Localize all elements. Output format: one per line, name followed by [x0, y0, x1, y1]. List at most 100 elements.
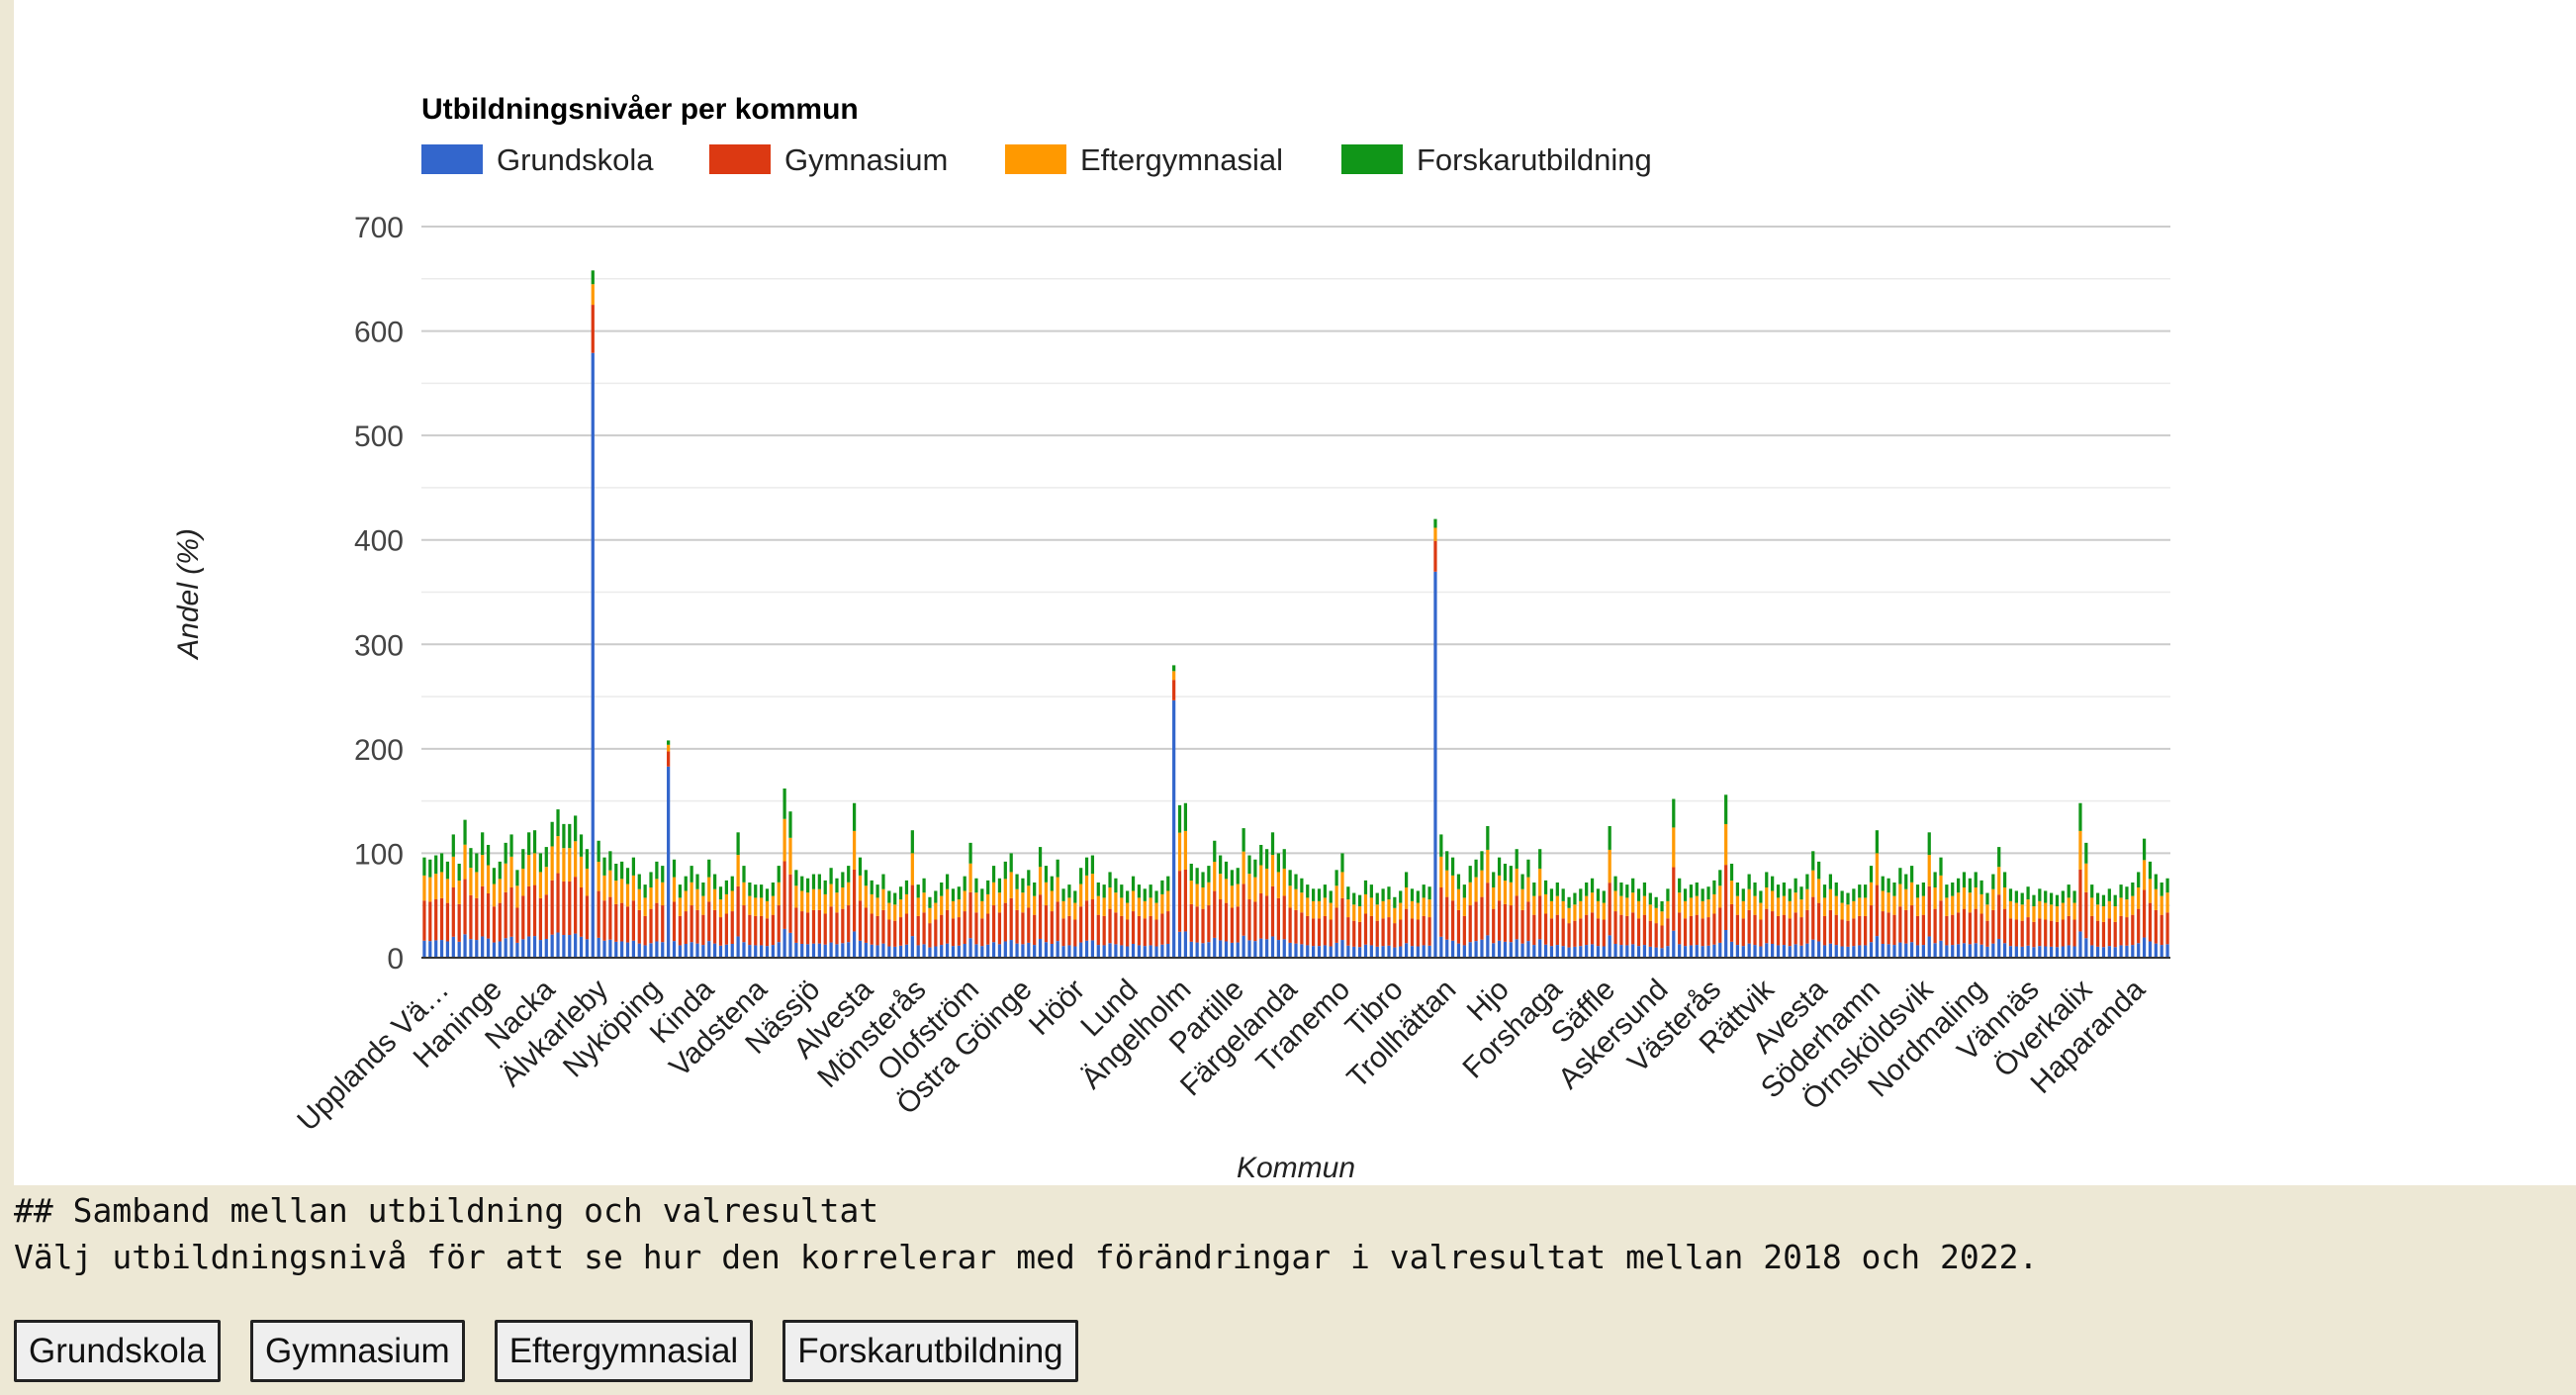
bar-229-segment-2	[1753, 895, 1757, 915]
bar-55-segment-1	[742, 905, 746, 943]
bar-39	[649, 872, 653, 958]
btn-forskarutbildning[interactable]: Forskarutbildning	[782, 1320, 1078, 1382]
bar-299-segment-2	[2160, 895, 2163, 915]
bar-154	[1317, 888, 1322, 958]
bar-80-segment-1	[887, 919, 891, 947]
bar-50-segment-2	[713, 888, 717, 910]
bar-269-segment-1	[1985, 920, 1989, 947]
bar-64-segment-0	[794, 942, 798, 958]
bar-103-segment-3	[1021, 878, 1025, 893]
bar-138-segment-2	[1224, 879, 1229, 903]
bar-28-segment-2	[585, 868, 590, 896]
bar-59-segment-3	[765, 888, 770, 901]
bar-96-segment-2	[980, 900, 984, 919]
bar-235-segment-0	[1788, 946, 1792, 958]
btn-gymnasium[interactable]: Gymnasium	[249, 1320, 465, 1382]
bar-35-segment-2	[625, 884, 630, 907]
bar-175-segment-0	[1439, 936, 1443, 958]
bar-34-segment-2	[620, 879, 624, 903]
bar-14-segment-1	[504, 891, 507, 939]
bar-26-segment-1	[574, 877, 578, 934]
bar-169-segment-2	[1404, 887, 1409, 909]
bar-77-segment-2	[870, 893, 874, 914]
bar-148-segment-3	[1282, 849, 1286, 869]
bar-189-segment-0	[1520, 943, 1524, 958]
bar-110	[1061, 888, 1065, 958]
bar-287-segment-1	[2090, 915, 2094, 946]
bar-253-segment-0	[1892, 945, 1896, 958]
bar-282-segment-2	[2061, 902, 2065, 920]
bar-107-segment-0	[1044, 942, 1049, 958]
bar-25-segment-1	[568, 881, 572, 936]
bar-284-segment-0	[2072, 946, 2076, 958]
bar-262-segment-1	[1945, 915, 1949, 946]
bar-40-segment-2	[655, 879, 659, 903]
section-text: Välj utbildningsnivå för att se hur den …	[14, 1238, 2039, 1276]
bar-165	[1381, 888, 1385, 958]
bar-173-segment-2	[1427, 899, 1431, 918]
btn-grundskola[interactable]: Grundskola	[14, 1320, 221, 1382]
bar-112	[1073, 890, 1077, 958]
bar-121	[1126, 890, 1130, 958]
bar-194-segment-1	[1549, 918, 1554, 947]
bar-92	[957, 886, 961, 958]
bar-88-segment-0	[934, 946, 938, 958]
bar-162-segment-1	[1363, 913, 1368, 945]
bar-63-segment-0	[788, 932, 792, 958]
bar-80	[887, 890, 891, 958]
bar-63-segment-2	[788, 837, 792, 875]
x-axis-title: Kommun	[1237, 1152, 1355, 1184]
bar-12-segment-2	[492, 884, 497, 907]
bar-131-segment-2	[1183, 830, 1188, 870]
bar-259-segment-0	[1927, 936, 1931, 958]
bar-157-segment-2	[1334, 885, 1338, 908]
bar-63-segment-1	[788, 874, 792, 933]
bar-289-segment-0	[2101, 947, 2106, 958]
bar-262-segment-2	[1945, 897, 1949, 916]
bar-261	[1939, 857, 1943, 958]
bar-260-segment-2	[1933, 887, 1937, 909]
bar-11	[486, 844, 491, 958]
bar-43-segment-1	[672, 901, 677, 942]
bar-203-segment-1	[1602, 919, 1606, 947]
bar-187-segment-2	[1509, 882, 1513, 906]
bar-152-segment-2	[1306, 897, 1310, 916]
bar-238	[1805, 874, 1809, 958]
bar-22-segment-2	[550, 846, 554, 881]
bar-214	[1666, 888, 1670, 958]
bar-127-segment-3	[1160, 880, 1164, 894]
bar-32-segment-0	[608, 939, 612, 958]
bar-212-segment-2	[1654, 907, 1658, 924]
bar-298-segment-2	[2154, 888, 2158, 910]
bar-82-segment-1	[898, 917, 903, 946]
bar-272-segment-1	[2002, 908, 2007, 944]
bar-300-segment-3	[2165, 878, 2169, 893]
bar-147	[1276, 853, 1280, 958]
bar-74-segment-3	[852, 802, 857, 831]
bar-106	[1038, 847, 1043, 958]
bar-192	[1538, 849, 1542, 958]
bar-118-segment-0	[1108, 943, 1112, 958]
bar-147-segment-0	[1276, 940, 1280, 958]
bar-294-segment-3	[2131, 882, 2135, 896]
bar-290-segment-3	[2107, 888, 2111, 901]
bar-214-segment-3	[1666, 888, 1670, 901]
bar-294-segment-2	[2131, 895, 2135, 915]
bar-99-segment-1	[997, 912, 1002, 945]
bar-195-segment-0	[1555, 945, 1559, 958]
bar-156-segment-1	[1329, 919, 1333, 947]
bar-153	[1312, 888, 1316, 958]
bar-141-segment-3	[1242, 828, 1245, 852]
bar-119	[1114, 878, 1118, 958]
legend-swatch-3	[1341, 144, 1403, 174]
bar-61	[777, 866, 781, 958]
bar-81-segment-0	[893, 946, 897, 958]
bar-62-segment-2	[782, 818, 786, 862]
bar-111-segment-1	[1067, 915, 1071, 946]
bar-267-segment-3	[1974, 872, 1978, 888]
bar-249-segment-0	[1869, 942, 1874, 958]
btn-eftergymnasial[interactable]: Eftergymnasial	[494, 1320, 754, 1382]
bars	[422, 270, 2169, 958]
bar-209	[1636, 888, 1641, 958]
bar-256	[1910, 866, 1914, 958]
